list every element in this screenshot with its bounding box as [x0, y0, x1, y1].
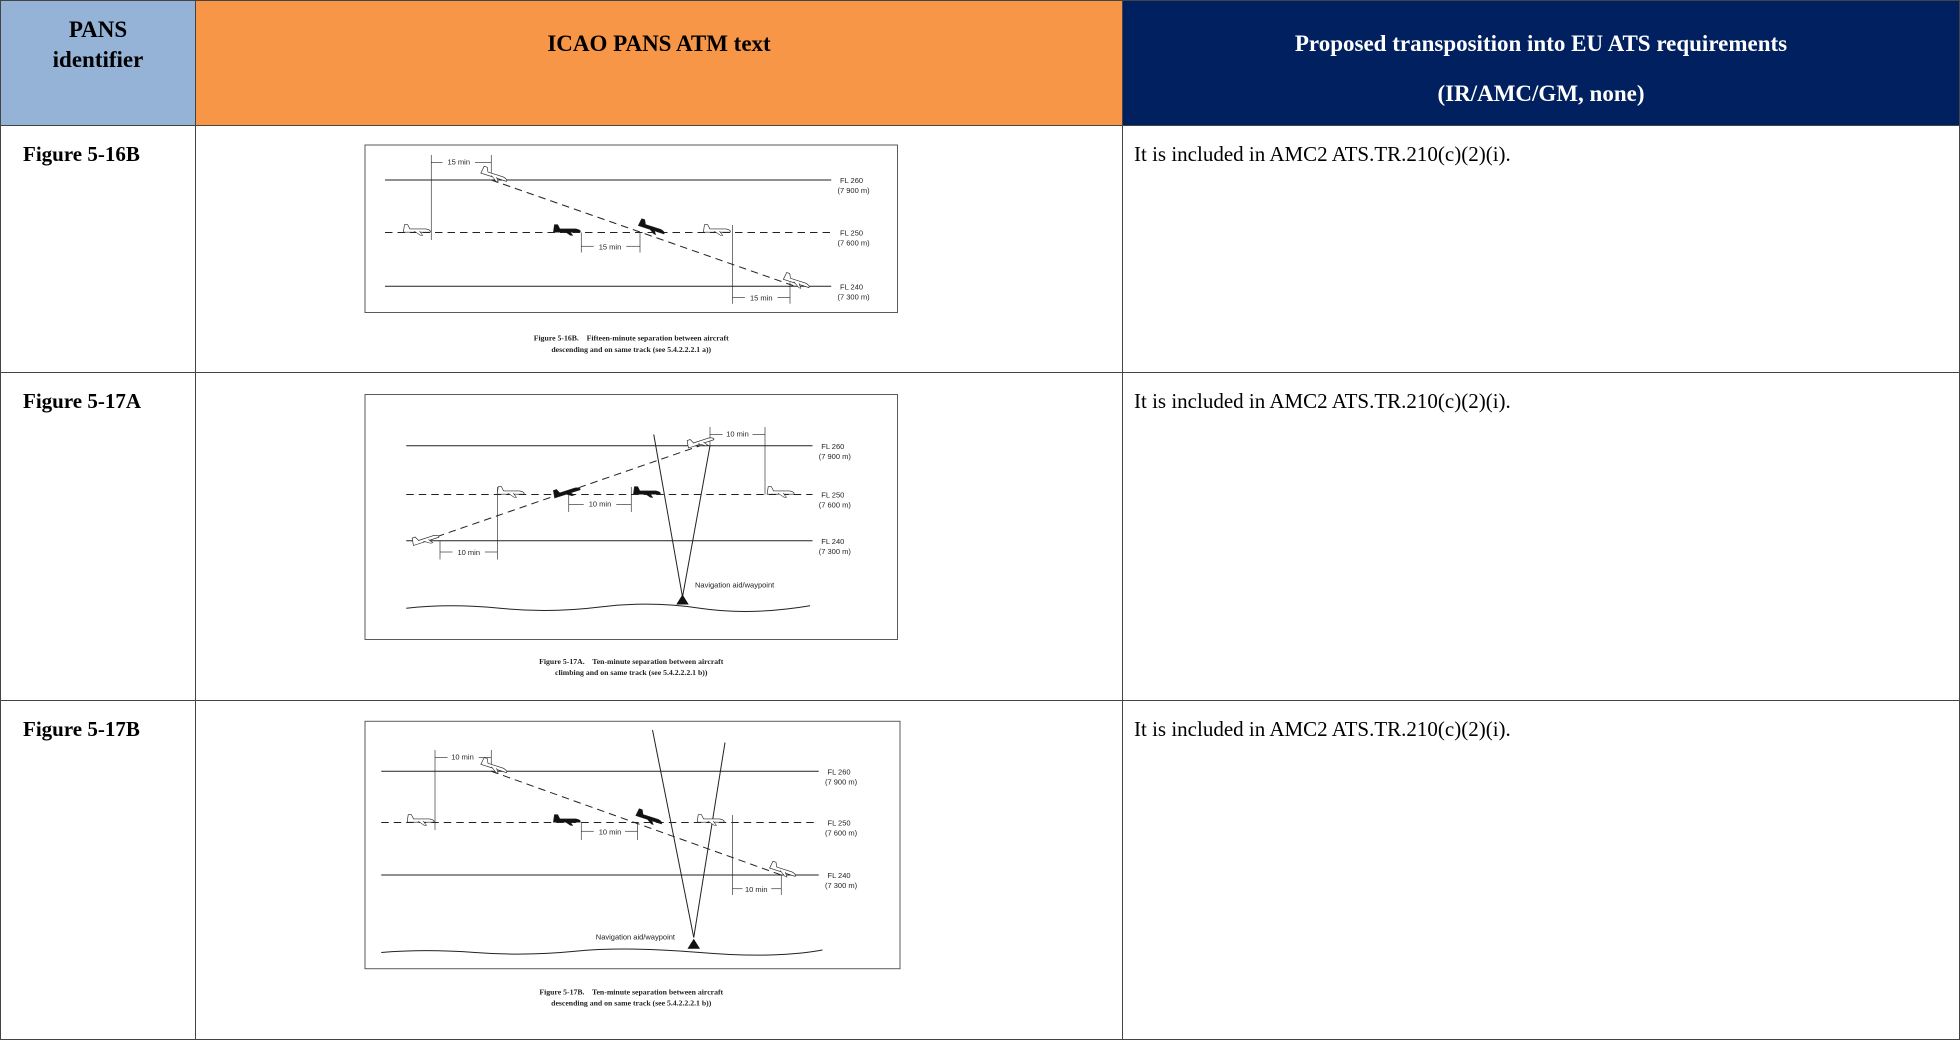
figure-label: FL 240 [828, 871, 851, 880]
figure-caption: descending and on same track (see 5.4.2.… [551, 999, 712, 1008]
figure-label: FL 240 [840, 282, 863, 291]
figure-label: (7 300 m) [838, 292, 871, 301]
identifier-cell: Figure 5-17A [0, 372, 196, 701]
figure-label: 10 min [451, 752, 474, 761]
transposition-cell: It is included in AMC2 ATS.TR.210(c)(2)(… [1122, 700, 1960, 1040]
figure: 15 min 15 min 15 min FL 260 (7 900 m) FL… [364, 144, 898, 354]
transposition: It is included in AMC2 ATS.TR.210(c)(2)(… [1134, 717, 1511, 741]
radial [653, 434, 683, 598]
transposition: It is included in AMC2 ATS.TR.210(c)(2)(… [1134, 389, 1511, 413]
figure-frame [364, 394, 898, 640]
ground [406, 603, 811, 612]
identifier: Figure 5-17A [23, 389, 142, 413]
figure: 10 min 10 min 10 min FL 260 (7 900 m) FL… [364, 720, 901, 1008]
figure-label: Navigation aid/waypoint [596, 932, 676, 941]
identifier-cell: Figure 5-17B [0, 700, 196, 1040]
radial [682, 445, 711, 598]
figure-label: (7 600 m) [825, 829, 858, 838]
figure-frame [364, 144, 898, 313]
climb-path [424, 445, 701, 542]
descent-path [491, 179, 796, 287]
transposition: It is included in AMC2 ATS.TR.210(c)(2)(… [1134, 142, 1511, 166]
figure-label: 10 min [599, 827, 622, 836]
figure-label: FL 260 [840, 176, 863, 185]
figure-caption: Figure 5-16B. Fifteen-minute separation … [534, 334, 729, 343]
figure-label: Navigation aid/waypoint [695, 581, 775, 590]
figure-label: (7 300 m) [825, 881, 858, 890]
header-cell: Proposed transposition into EU ATS requi… [1122, 0, 1960, 126]
navaid [676, 594, 689, 605]
figure-label: FL 250 [821, 491, 844, 500]
radial [652, 729, 695, 938]
figure-label: FL 250 [840, 229, 863, 238]
header-transposition: Proposed transposition into EU ATS requi… [1294, 31, 1788, 106]
figure-label: 10 min [457, 548, 480, 557]
figure-label: (7 600 m) [819, 501, 852, 510]
figure-caption: descending and on same track (see 5.4.2.… [551, 345, 711, 354]
navaid [687, 938, 700, 949]
figure-label: 10 min [589, 499, 612, 508]
figure-label: (7 900 m) [819, 452, 852, 461]
identifier: Figure 5-16B [23, 142, 140, 166]
figure-label: (7 900 m) [825, 777, 858, 786]
figure-label: (7 600 m) [838, 239, 871, 248]
header-identifier: PANS identifier [52, 17, 144, 72]
identifier: Figure 5-17B [23, 717, 140, 741]
header-cell: ICAO PANS ATM text [195, 0, 1123, 126]
header-cell: PANS identifier [0, 0, 196, 126]
figure-caption: climbing and on same track (see 5.4.2.2.… [555, 668, 708, 677]
figure: 10 min 10 min 10 min FL 260 (7 900 m) FL… [364, 394, 898, 677]
figure-label: FL 240 [821, 537, 844, 546]
figure-label: 10 min [726, 429, 749, 438]
figure-label: (7 900 m) [838, 186, 871, 195]
header-text: ICAO PANS ATM text [547, 31, 771, 56]
figure-label: 15 min [750, 294, 773, 303]
figure-label: FL 260 [828, 767, 851, 776]
figure-label: FL 260 [821, 442, 844, 451]
figure-label: FL 250 [828, 819, 851, 828]
descent-path [491, 770, 782, 876]
transposition-cell: It is included in AMC2 ATS.TR.210(c)(2)(… [1122, 372, 1960, 701]
radial [693, 742, 726, 938]
ground [381, 948, 823, 956]
figure-label: 10 min [745, 885, 768, 894]
figure-frame [364, 720, 901, 970]
figure-caption: Figure 5-17A. Ten-minute separation betw… [539, 657, 724, 666]
figure-caption: Figure 5-17B. Ten-minute separation betw… [539, 987, 723, 996]
figure-label: (7 300 m) [819, 547, 852, 556]
figure-label: 15 min [447, 157, 470, 166]
figure-label: 15 min [599, 242, 622, 251]
identifier-cell: Figure 5-16B [0, 125, 196, 373]
transposition-cell: It is included in AMC2 ATS.TR.210(c)(2)(… [1122, 125, 1960, 373]
